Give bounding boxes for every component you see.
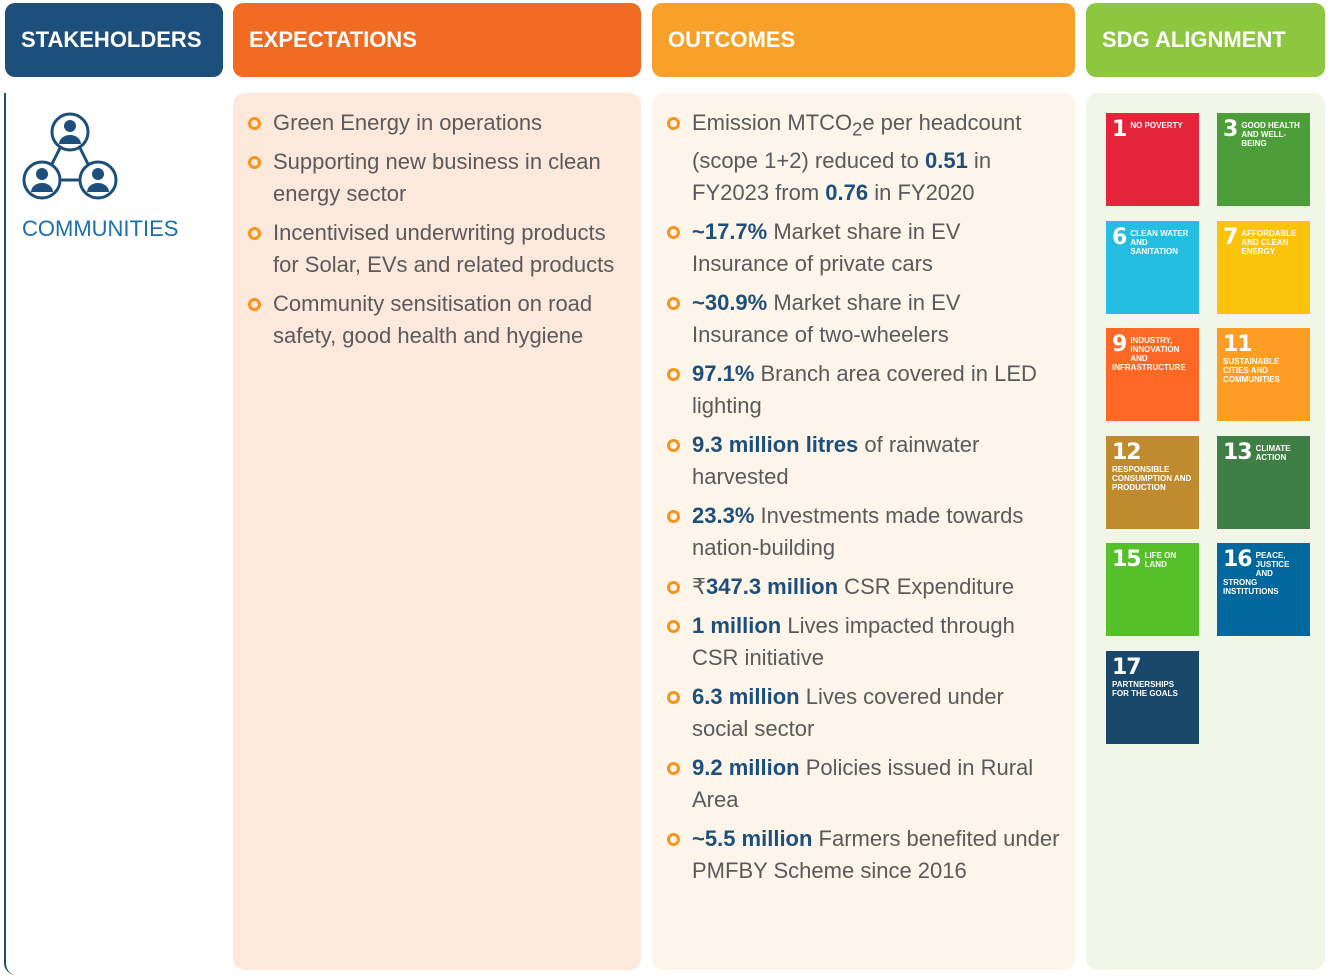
outcome-text: 2 [852, 118, 863, 140]
outcome-text: Policies issued in Rural Area [692, 755, 1034, 813]
outcome-text: Investments made towards nation-building [692, 503, 1024, 561]
outcome-text: Emission MTCO [692, 110, 853, 135]
sdg-tile: 7 AFFORDABLE AND CLEAN ENERGY [1217, 220, 1310, 314]
outcome-text: 23.3% [692, 503, 755, 529]
outcome-text: 347.3 million [706, 574, 839, 600]
expectation-item: Green Energy in operations [233, 107, 621, 139]
sdg-number: 3 [1223, 117, 1238, 142]
outcome-text: 1 million [692, 613, 782, 639]
sdg-tile: 15 LIFE ON LAND [1106, 543, 1199, 636]
outcome-text: 9.3 million litres [692, 432, 859, 458]
outcome-item: ~30.9% Market share in EV Insurance of t… [652, 287, 1063, 351]
outcome-text: Farmers benefited under PMFBY Scheme sin… [692, 826, 1060, 884]
stakeholder-name: COMMUNITIES [22, 216, 179, 241]
sdg-number: 1 [1112, 117, 1127, 142]
outcome-text: ₹ [692, 574, 706, 600]
sdg-name: LIFE ON LAND [1144, 551, 1177, 569]
outcome-text: 97.1% [692, 361, 755, 387]
sdg-name: CLEAN WATER AND SANITATION [1130, 228, 1189, 256]
outcome-text: Market share in EV Insurance of private … [692, 219, 961, 277]
sdg-name: CLIMATE ACTION [1255, 443, 1291, 462]
outcome-item: 6.3 million Lives covered under social s… [652, 681, 1063, 745]
outcome-item: 9.2 million Policies issued in Rural Are… [652, 752, 1063, 816]
header: OUTCOMES [652, 3, 1075, 77]
sdg-number: 13 [1223, 439, 1253, 465]
outcome-item: 97.1% Branch area covered in LED lightin… [652, 358, 1063, 422]
sdg-tile: 9 INDUSTRY, INNOVATION AND INFRASTRUCTURE [1106, 328, 1199, 421]
expectation-item: Incentivised underwriting products for S… [233, 217, 621, 281]
header: EXPECTATIONS [233, 3, 641, 77]
outcome-text: Market share in EV Insurance of two-whee… [692, 290, 961, 348]
header: SDG ALIGNMENT [1086, 3, 1325, 77]
sdg-name: PARTNERSHIPS FOR THE GOALS [1112, 679, 1178, 698]
expectation-item: Community sensitisation on road safety, … [233, 288, 621, 352]
sdg-tile: 12 RESPONSIBLE CONSUMPTION AND PRODUCTION [1106, 435, 1199, 529]
outcome-text: Lives impacted through CSR initiative [692, 613, 1015, 671]
sdg-number: 6 [1112, 224, 1127, 250]
sdg-tile: 13 CLIMATE ACTION [1217, 435, 1310, 529]
outcome-text: 0.76 [825, 180, 869, 206]
header: STAKEHOLDERS [5, 3, 223, 77]
expectations-panel: Green Energy in operations Supporting new… [233, 93, 641, 970]
sdg-tile: 6 CLEAN WATER AND SANITATION [1106, 220, 1199, 314]
outcomes-panel: Emission MTCO2e per headcount (scope 1+2… [652, 93, 1075, 970]
sdg-name: SUSTAINABLE CITIES AND COMMUNITIES [1223, 357, 1280, 384]
outcome-text: e per headcount (scope 1+2) reduced to [692, 110, 1022, 174]
sdg-number: 12 [1112, 439, 1142, 465]
sdg-name: GOOD HEALTH AND WELL-BEING [1241, 121, 1300, 148]
sdg-number: 15 [1112, 547, 1142, 572]
sdg-number: 17 [1112, 654, 1142, 680]
sdg-tile: 16 PEACE, JUSTICE AND STRONG INSTITUTIONS [1217, 543, 1310, 636]
outcome-text: of rainwater harvested [692, 432, 980, 490]
sdg-number: 7 [1223, 224, 1238, 250]
outcome-text: 6.3 million [692, 684, 800, 710]
outcome-text: ~5.5 million [692, 826, 813, 852]
expectations-list: Green Energy in operations Supporting new… [233, 107, 621, 352]
outcome-item: 9.3 million litres of rainwater harveste… [652, 429, 1063, 493]
community-icon [22, 112, 118, 200]
outcome-item: ~5.5 million Farmers benefited under PMF… [652, 823, 1063, 887]
outcomes-list: Emission MTCO2e per headcount (scope 1+2… [652, 107, 1063, 887]
sdg-name: RESPONSIBLE CONSUMPTION AND PRODUCTION [1112, 464, 1192, 492]
sdg-number: 9 [1112, 332, 1127, 357]
sdg-number: 11 [1223, 332, 1253, 357]
sdg-tile: 17 PARTNERSHIPS FOR THE GOALS [1106, 650, 1199, 744]
outcome-item: 1 million Lives impacted through CSR ini… [652, 610, 1063, 674]
outcome-text: 9.2 million [692, 755, 800, 781]
outcome-text: CSR Expenditure [838, 574, 1015, 600]
expectation-item: Supporting new business in clean energy … [233, 146, 621, 210]
outcome-text: in FY2020 [868, 180, 975, 206]
sdg-name: PEACE, JUSTICE AND STRONG INSTITUTIONS [1223, 551, 1290, 596]
outcome-item: 23.3% Investments made towards nation-bu… [652, 500, 1063, 564]
sdg-tile: 3 GOOD HEALTH AND WELL-BEING [1217, 113, 1310, 206]
sdg-tile: 1 NO POVERTY [1106, 113, 1199, 206]
outcome-text: Lives covered under social sector [692, 684, 1004, 742]
sdg-tile: 11 SUSTAINABLE CITIES AND COMMUNITIES [1217, 328, 1310, 421]
outcome-text: in FY2023 from [692, 148, 992, 206]
sdg-name: INDUSTRY, INNOVATION AND INFRASTRUCTURE [1112, 336, 1186, 372]
outcome-item: ₹347.3 million CSR Expenditure [652, 571, 1063, 603]
outcome-item: ~17.7% Market share in EV Insurance of p… [652, 216, 1063, 280]
outcome-text: 0.51 [924, 148, 968, 174]
sdg-number: 16 [1223, 547, 1253, 572]
frame-line [4, 93, 26, 975]
outcome-text: Branch area covered in LED lighting [692, 361, 1037, 419]
sdg-name: NO POVERTY [1130, 121, 1183, 130]
sdg-name: AFFORDABLE AND CLEAN ENERGY [1241, 228, 1297, 256]
outcome-text: ~17.7% [692, 219, 768, 245]
outcome-item: Emission MTCO2e per headcount (scope 1+2… [652, 107, 1063, 209]
sdg-panel: 1 NO POVERTY 3 GOOD HEALTH AND WELL-BEING 6 C… [1086, 93, 1325, 970]
outcome-text: ~30.9% [692, 290, 768, 316]
